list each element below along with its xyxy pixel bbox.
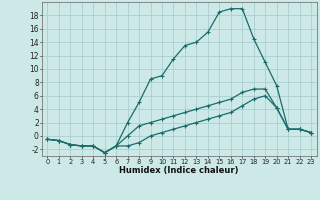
X-axis label: Humidex (Indice chaleur): Humidex (Indice chaleur) [119,166,239,175]
